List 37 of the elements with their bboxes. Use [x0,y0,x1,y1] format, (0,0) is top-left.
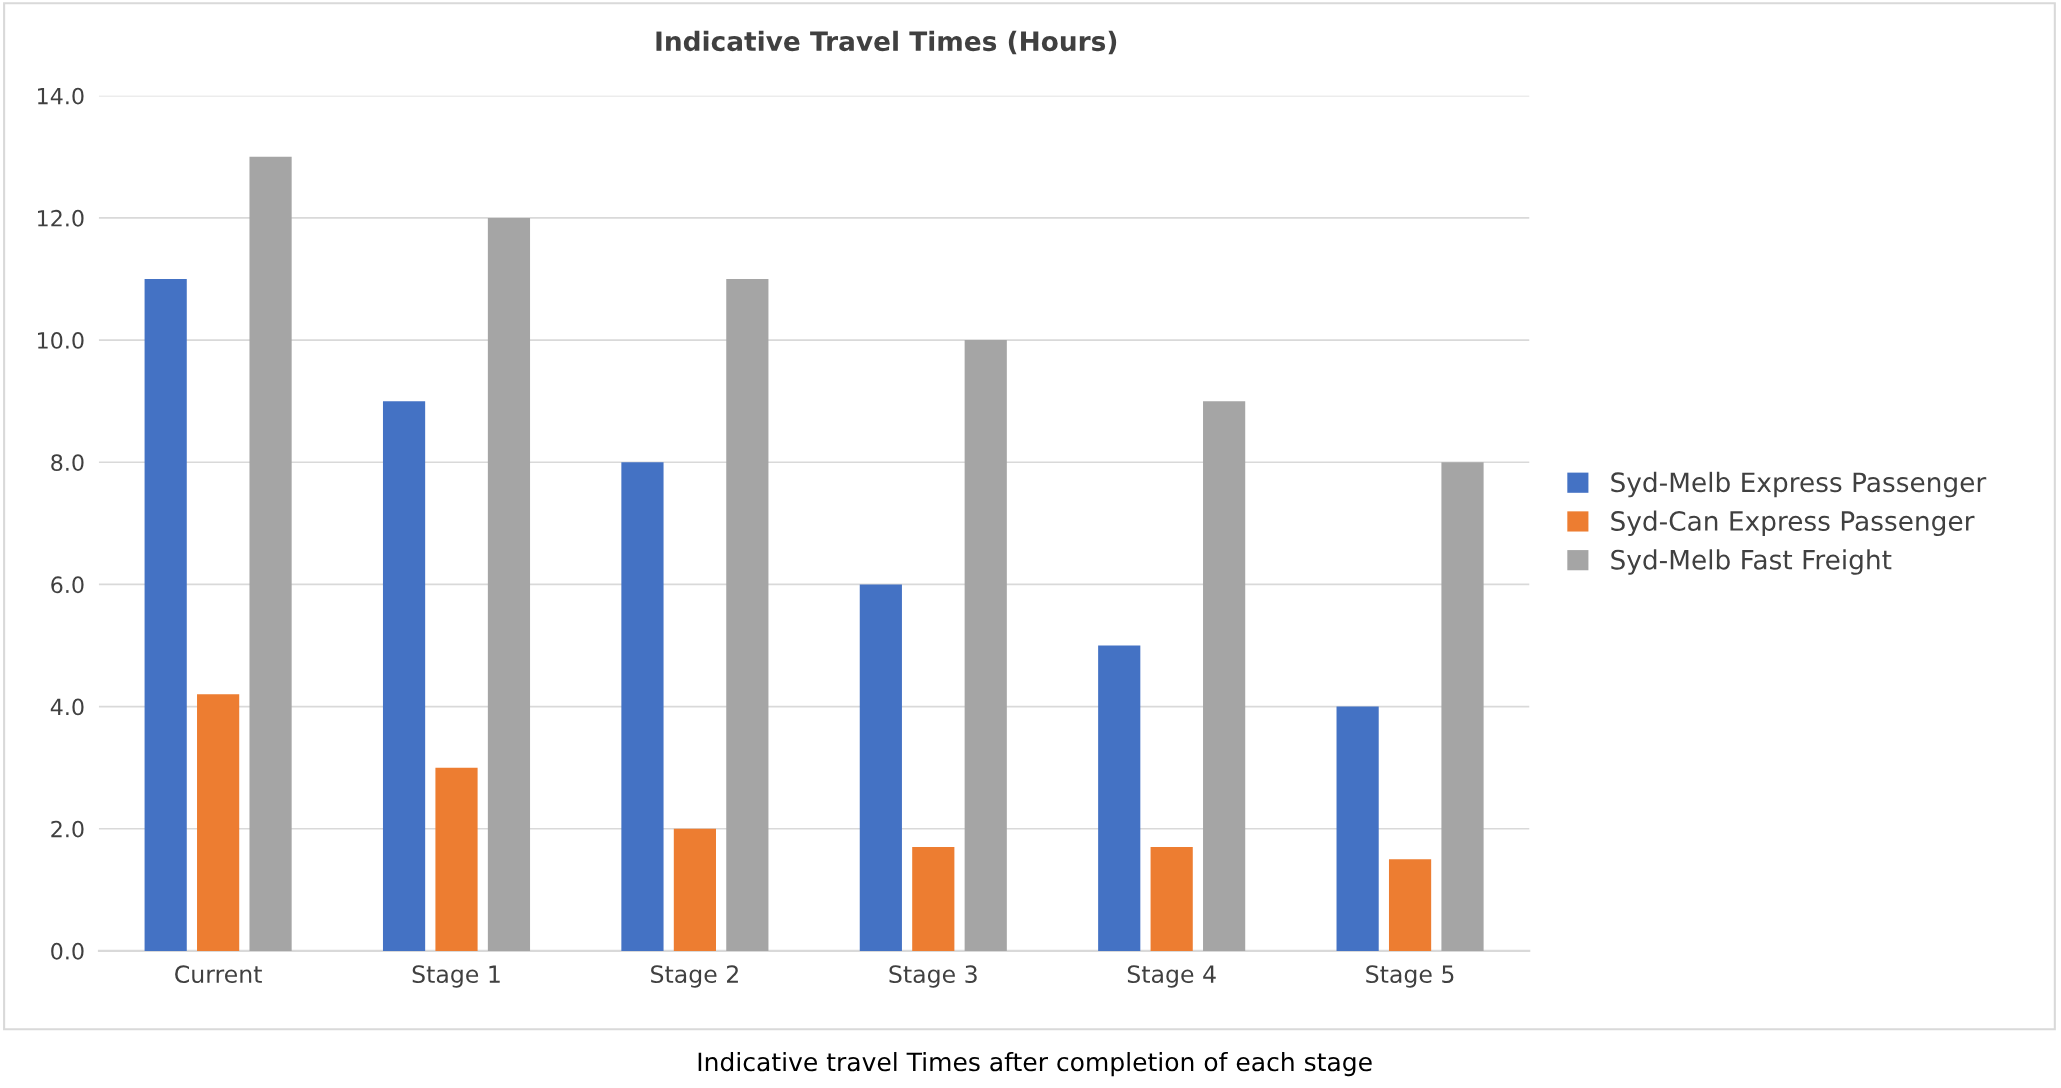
bar [487,217,531,951]
chart-title: Indicative Travel Times (Hours) [656,30,1117,55]
bar [912,847,955,951]
x-tick-label: Current [175,965,262,984]
bar [1441,462,1484,951]
x-tick-label: Stage 4 [1127,965,1216,988]
y-tick-label: 4.0 [50,698,84,716]
bar [435,767,478,951]
bar [1336,706,1379,951]
bar [1098,645,1141,951]
bar [144,278,187,951]
y-tick-label: 12.0 [38,209,84,227]
y-tick-label: 14.0 [38,87,84,105]
bar [1388,859,1432,951]
x-tick-label: Stage 5 [1366,965,1454,988]
bar [621,462,664,951]
y-tick-label: 6.0 [51,576,84,594]
bar [673,828,716,951]
legend-label: Syd-Can Express Passenger [1611,510,1975,537]
x-tick-label: Stage 3 [889,965,977,988]
bar [859,584,902,951]
y-tick-label: 2.0 [51,820,84,838]
x-tick-label: Stage 1 [412,965,500,988]
y-tick-label: 10.0 [38,332,84,349]
bar [726,278,769,951]
y-tick-label: 8.0 [51,454,84,471]
bar [1150,847,1193,951]
text: Indicative travel Times after completion of each stage [698,1051,1372,1077]
bar [964,340,1007,951]
bar [249,156,292,951]
legend-label: Syd-Melb Fast Freight [1611,549,1892,575]
bar [197,694,240,951]
legend-label: Syd-Melb Express Passenger [1611,471,1987,498]
bar [382,401,426,951]
y-tick-label: 0.0 [51,942,84,960]
bar [1203,401,1246,951]
x-tick-label: Stage 2 [651,965,738,988]
